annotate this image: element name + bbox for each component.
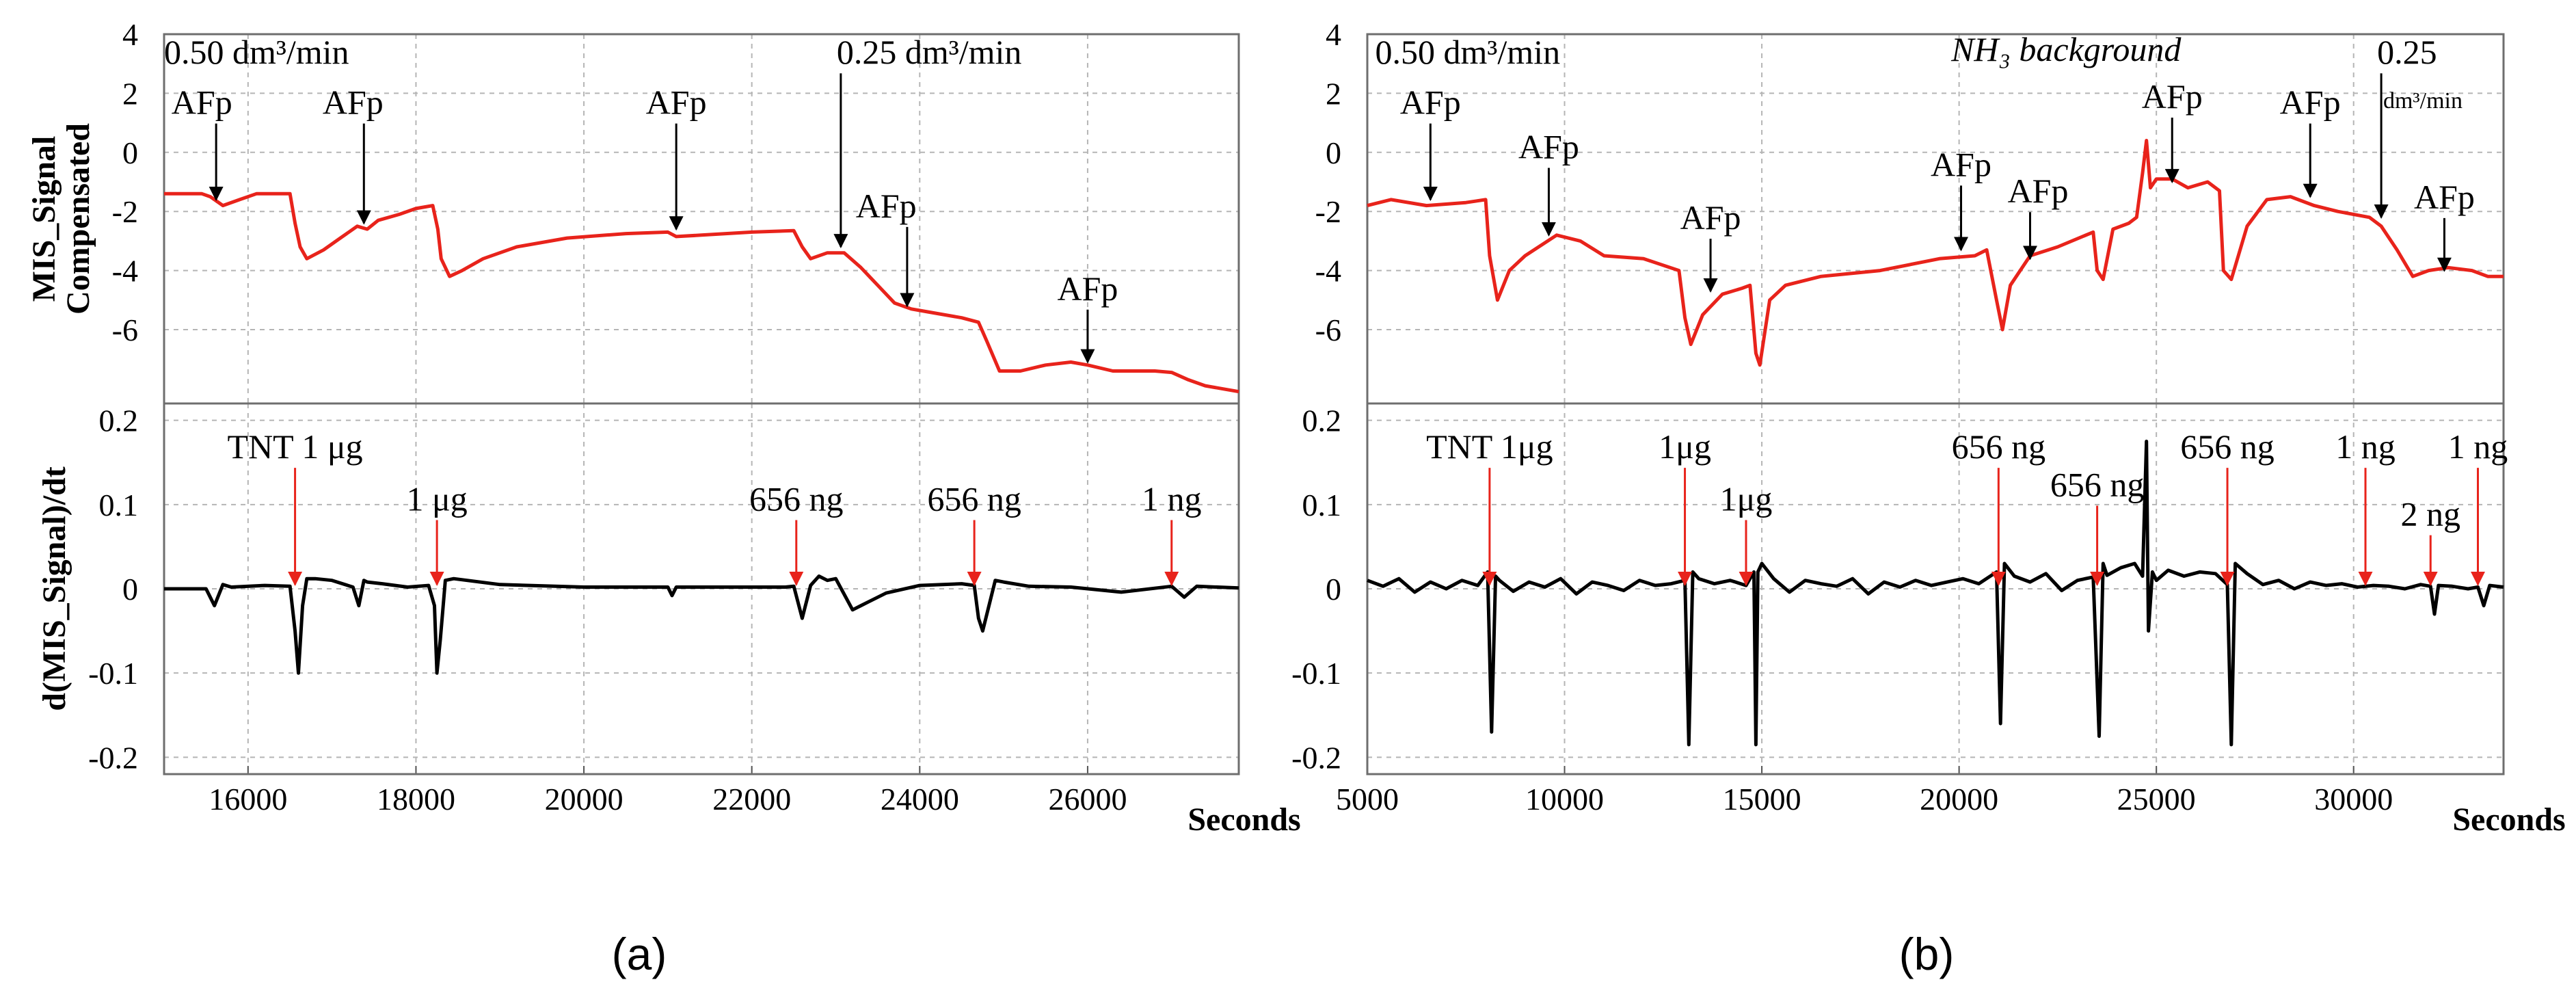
top-annotation-label: AFp — [172, 83, 232, 122]
top-annotation-label: 0.50 dm³/min — [1376, 33, 1561, 71]
y-tick-label: 0.1 — [99, 488, 139, 522]
y-tick-label: 4 — [1326, 17, 1341, 52]
top-annotation-label: AFp — [323, 83, 384, 122]
top-annotation-label: AFp — [1518, 127, 1579, 165]
y-tick-label: -0.1 — [1291, 656, 1341, 691]
y-tick-label: -2 — [1315, 194, 1341, 229]
y-tick-label: 0 — [1326, 572, 1341, 607]
top-annotation-label: 0.25 dm³/min — [837, 33, 1022, 71]
y-tick-label: 2 — [1326, 76, 1341, 111]
top-annotation-label: AFp — [2280, 83, 2341, 122]
bottom-annotation-label: 656 ng — [927, 479, 1021, 518]
top-y-axis-label: MIS_Signal — [26, 136, 62, 302]
top-annotation-label: AFp — [2008, 172, 2069, 210]
y-tick-label: -0.2 — [1291, 740, 1341, 775]
top-annotation-label: 0.25 — [2377, 33, 2437, 71]
x-tick-label: 20000 — [1920, 782, 1998, 817]
x-axis-label: Seconds — [2452, 801, 2565, 838]
y-tick-label: 2 — [122, 76, 138, 111]
top-series-line — [1367, 139, 2504, 367]
bottom-annotation-label: 656 ng — [2180, 427, 2275, 466]
panel-b-chart: 5000 10000 15000 20000 25000 30000 4 2 0 -2 -4 -6 0.… — [1291, 17, 2566, 838]
bottom-annotation-label: 1 ng — [2448, 427, 2508, 466]
bottom-annotation-label: TNT 1μg — [1426, 427, 1553, 466]
bottom-y-axis-label: d(MIS_Signal)/dt — [36, 466, 72, 711]
top-annotation-label: AFp — [2142, 77, 2203, 116]
y-tick-label: 0 — [122, 572, 138, 607]
y-tick-label: 0.1 — [1302, 488, 1342, 522]
bottom-annotation-label: 2 ng — [2400, 495, 2460, 533]
bottom-series-line — [164, 574, 1239, 675]
panel-b-caption: (b) — [1899, 929, 1955, 979]
y-tick-label: -0.1 — [88, 656, 138, 691]
bottom-annotation-label: 656 ng — [749, 479, 844, 518]
bottom-annotation-label: 656 ng — [1952, 427, 2046, 466]
top-annotation-label: dm³/min — [2383, 88, 2463, 114]
y-tick-label: -0.2 — [88, 740, 138, 775]
bottom-plot-frame — [1366, 402, 2505, 775]
bottom-annotation-label: 1 ng — [2335, 427, 2396, 466]
y-tick-label: 0.2 — [99, 403, 139, 438]
y-tick-label: -6 — [112, 313, 138, 347]
y-tick-label: 0 — [1326, 135, 1341, 170]
bottom-annotation-label: 1μg — [1659, 427, 1711, 466]
top-annotation-label: 0.50 dm³/min — [164, 33, 349, 71]
top-annotation-label: AFp — [646, 83, 707, 122]
x-tick-label: 18000 — [377, 782, 455, 817]
top-annotation-label: AFp — [1400, 83, 1461, 122]
bottom-annotation-label: 1μg — [1720, 479, 1773, 518]
top-annotation-label: AFp — [1931, 145, 1991, 183]
bottom-annotation-label: 1 μg — [406, 479, 467, 518]
x-tick-label: 30000 — [2314, 782, 2393, 817]
top-annotation-label: AFp — [856, 187, 917, 225]
x-tick-label: 26000 — [1048, 782, 1127, 817]
bottom-annotation-label: 1 ng — [1142, 479, 1202, 518]
top-y-axis-label: Compensated — [60, 123, 96, 315]
panel-a-chart: 16000 18000 20000 22000 24000 26000 4 2 0 -2 -4 -6 0… — [26, 17, 1301, 838]
panel-a-caption: (a) — [612, 929, 667, 979]
y-tick-label: -6 — [1315, 313, 1341, 347]
y-tick-label: 0.2 — [1302, 403, 1342, 438]
bottom-annotation-label: TNT 1 μg — [228, 427, 363, 466]
top-series-line — [164, 191, 1239, 394]
y-tick-label: 0 — [122, 135, 138, 170]
top-annotation-label: AFp — [1057, 269, 1118, 308]
top-annotation-label: AFp — [1680, 198, 1741, 237]
x-tick-label: 10000 — [1525, 782, 1604, 817]
bottom-annotation-label: 656 ng — [2050, 466, 2145, 504]
top-annotation-label: NH₃ background — [1950, 30, 2182, 68]
x-tick-label: 15000 — [1723, 782, 1801, 817]
x-tick-label: 5000 — [1336, 782, 1399, 817]
top-annotation-label: AFp — [2414, 178, 2475, 216]
y-tick-label: -4 — [1315, 254, 1341, 289]
x-tick-label: 16000 — [209, 782, 287, 817]
x-tick-label: 24000 — [881, 782, 959, 817]
bottom-series-line — [1367, 439, 2504, 747]
y-tick-label: -2 — [112, 194, 138, 229]
x-tick-label: 25000 — [2117, 782, 2196, 817]
y-tick-label: 4 — [122, 17, 138, 52]
x-axis-label: Seconds — [1188, 801, 1300, 838]
y-tick-label: -4 — [112, 254, 138, 289]
x-tick-label: 22000 — [712, 782, 791, 817]
x-tick-label: 20000 — [545, 782, 623, 817]
